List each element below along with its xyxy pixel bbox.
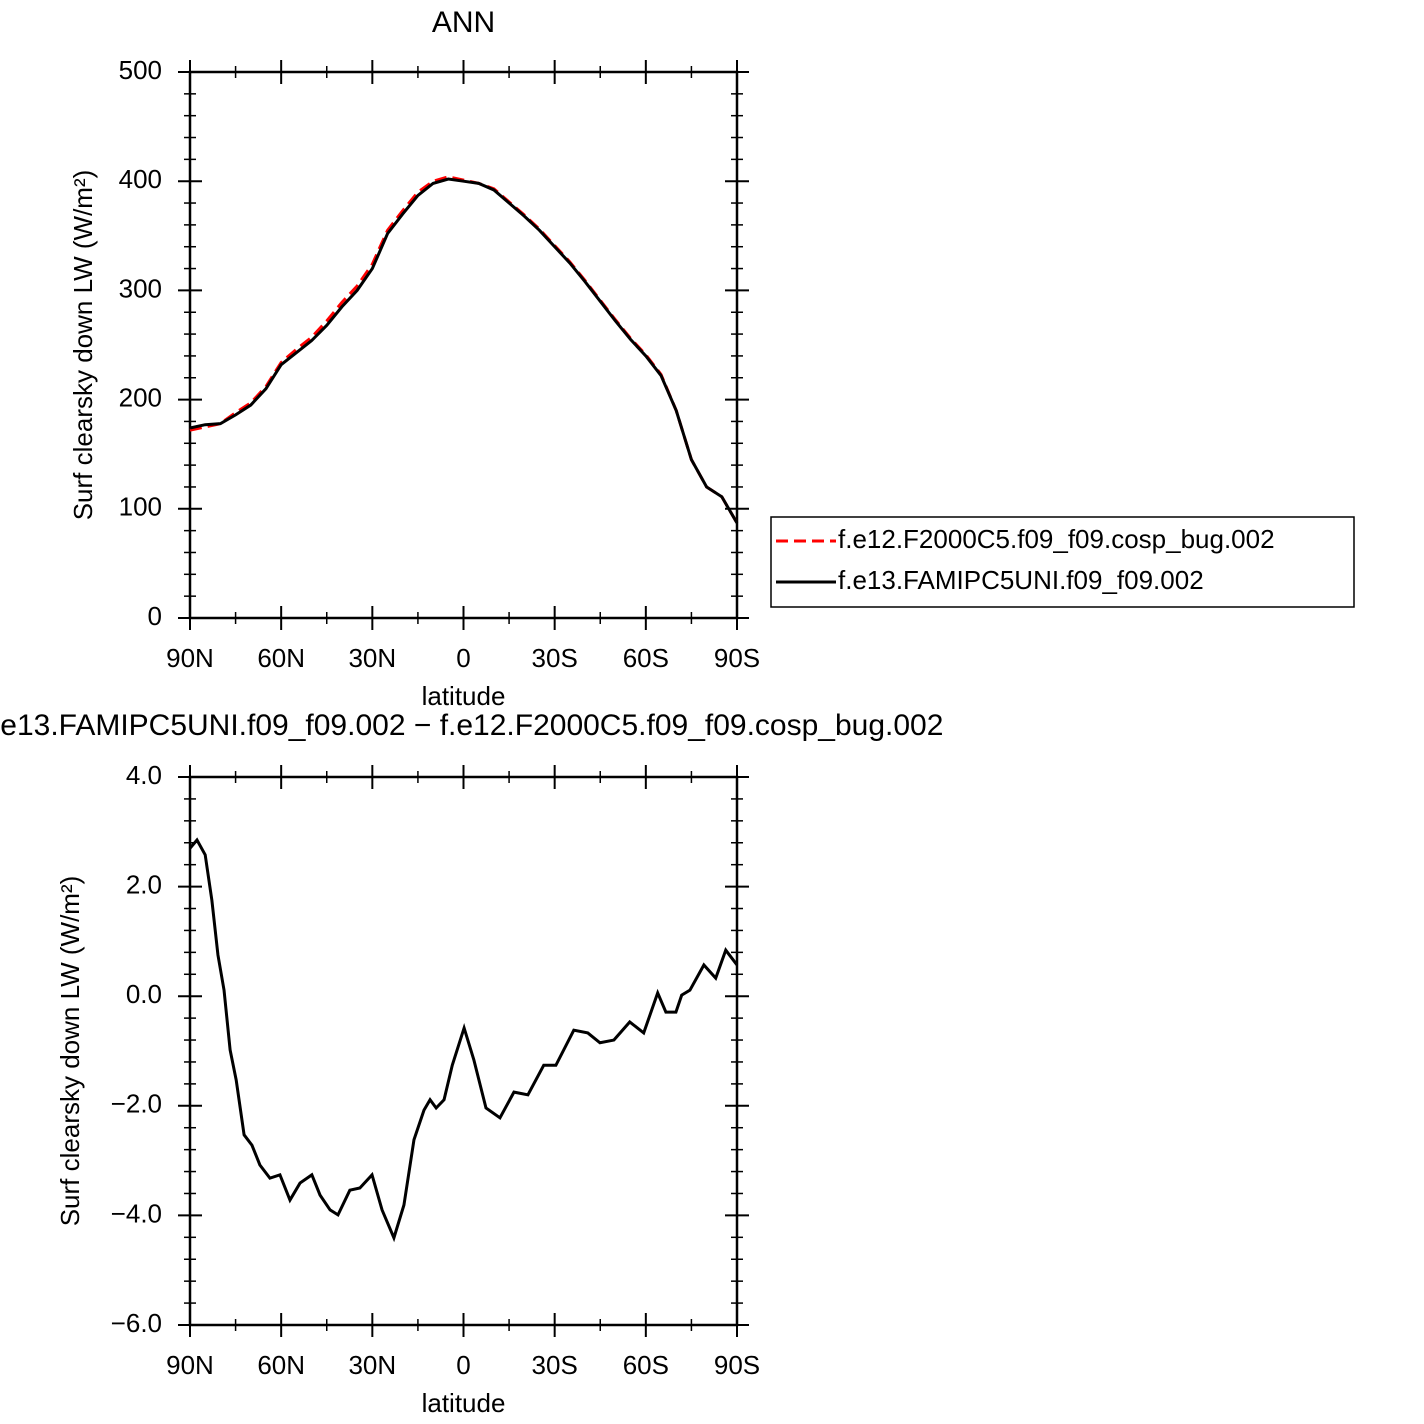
x-axis-label: latitude xyxy=(422,681,506,711)
data-line xyxy=(189,177,739,524)
y-tick-label: 2.0 xyxy=(126,869,162,899)
x-tick-label: 60S xyxy=(623,1350,669,1380)
x-axis-label: latitude xyxy=(422,1388,506,1418)
chart-title: f.e13.FAMIPC5UNI.f09_f09.002 − f.e12.F20… xyxy=(0,709,943,742)
x-tick-label: 90N xyxy=(166,643,214,673)
x-tick-label: 0 xyxy=(456,1350,470,1380)
y-tick-label: −4.0 xyxy=(111,1198,162,1228)
legend-label: f.e12.F2000C5.f09_f09.cosp_bug.002 xyxy=(838,524,1275,554)
x-tick-label: 60N xyxy=(257,643,305,673)
y-tick-label: 100 xyxy=(119,492,162,522)
y-tick-label: 400 xyxy=(119,164,162,194)
y-axis-label: Surf clearsky down LW (W/m²) xyxy=(68,170,98,521)
chart-title: ANN xyxy=(432,6,495,39)
y-tick-label: 4.0 xyxy=(126,760,162,790)
x-tick-label: 30S xyxy=(532,643,578,673)
y-tick-label: −6.0 xyxy=(111,1308,162,1338)
y-tick-label: 500 xyxy=(119,55,162,85)
x-tick-label: 30N xyxy=(348,1350,396,1380)
x-tick-label: 90S xyxy=(714,643,760,673)
x-tick-label: 90N xyxy=(166,1350,214,1380)
legend-box xyxy=(770,516,1355,608)
y-tick-label: 0.0 xyxy=(126,979,162,1009)
x-tick-label: 90S xyxy=(714,1350,760,1380)
x-tick-label: 30N xyxy=(348,643,396,673)
y-tick-label: −2.0 xyxy=(111,1089,162,1119)
x-tick-label: 0 xyxy=(456,643,470,673)
x-tick-label: 30S xyxy=(532,1350,578,1380)
x-tick-label: 60S xyxy=(623,643,669,673)
x-tick-label: 60N xyxy=(257,1350,305,1380)
y-axis-label: Surf clearsky down LW (W/m²) xyxy=(55,876,85,1227)
data-line xyxy=(188,837,739,1243)
y-tick-label: 0 xyxy=(148,601,162,631)
legend-label: f.e13.FAMIPC5UNI.f09_f09.002 xyxy=(838,565,1204,595)
y-tick-label: 200 xyxy=(119,382,162,412)
y-tick-label: 300 xyxy=(119,273,162,303)
